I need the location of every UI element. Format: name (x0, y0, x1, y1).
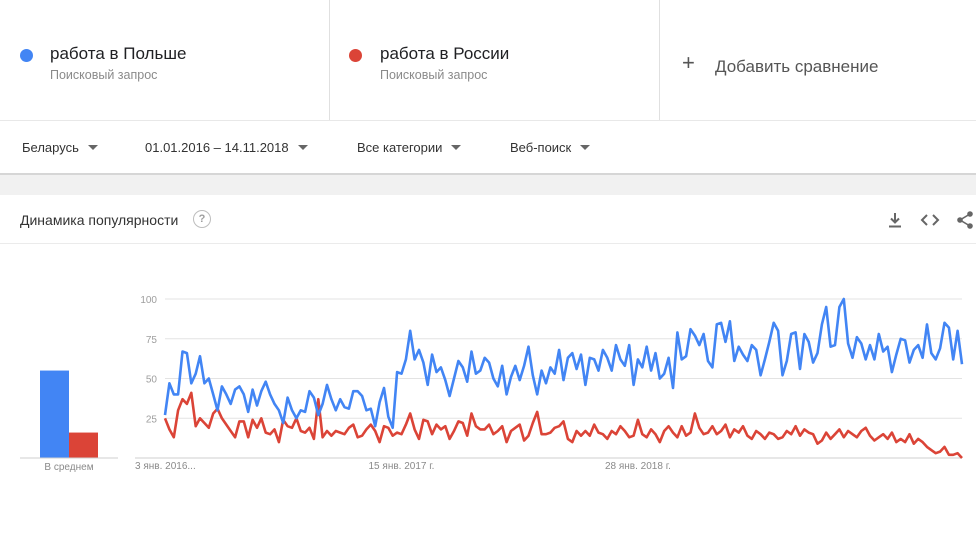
compare-term-2[interactable]: работа в России Поисковый запрос (330, 0, 660, 120)
trend-chart: В среднем 25 50 75 100 3 янв. 2016... 15 янв… (20, 295, 964, 473)
x-axis-labels: 3 янв. 2016... 15 янв. 2017 г. 28 янв. 201… (135, 461, 671, 472)
region-value: Беларусь (22, 140, 79, 155)
compare-terms-bar: работа в Польше Поисковый запрос работа … (0, 0, 976, 120)
y-tick-label: 50 (146, 375, 158, 386)
term-1-name[interactable]: работа в Польше (50, 44, 187, 63)
filters-bar: Беларусь 01.01.2016 – 14.11.2018 Все кат… (0, 120, 976, 175)
card-title: Динамика популярности (20, 212, 179, 228)
section-gap (0, 175, 976, 195)
caret-down-icon (580, 145, 591, 150)
search-type-dropdown[interactable]: Веб-поиск (510, 140, 591, 155)
y-tick-label: 75 (146, 335, 158, 346)
caret-down-icon (297, 145, 308, 150)
y-tick-label: 25 (146, 414, 158, 425)
period-dropdown[interactable]: 01.01.2016 – 14.11.2018 (145, 140, 308, 155)
plus-icon: + (682, 50, 695, 75)
category-dropdown[interactable]: Все категории (357, 140, 462, 155)
average-label: В среднем (44, 462, 93, 473)
caret-down-icon (87, 145, 98, 150)
x-tick-label: 15 янв. 2017 г. (369, 461, 435, 472)
region-dropdown[interactable]: Беларусь (22, 140, 98, 155)
share-icon[interactable] (954, 209, 976, 231)
x-tick-label: 3 янв. 2016... (135, 461, 196, 472)
x-tick-label: 28 янв. 2018 г. (605, 461, 671, 472)
category-value: Все категории (357, 140, 443, 155)
compare-term-1[interactable]: работа в Польше Поисковый запрос (0, 0, 330, 120)
chart-series (163, 297, 964, 459)
y-tick-label: 100 (140, 295, 157, 306)
add-comparison-button[interactable]: + Добавить сравнение (660, 0, 976, 120)
term-2-color-dot (349, 49, 362, 62)
add-comparison-label: Добавить сравнение (715, 57, 879, 76)
search-type-value: Веб-поиск (510, 140, 572, 155)
term-1-color-dot (20, 49, 33, 62)
term-2-name[interactable]: работа в России (380, 44, 510, 63)
card-divider (0, 243, 976, 244)
download-icon[interactable] (884, 209, 906, 231)
caret-down-icon (451, 145, 462, 150)
embed-icon[interactable] (919, 209, 941, 231)
interest-over-time-card: Динамика популярности ? В среднем 25 50 75… (0, 195, 976, 549)
term-2-type: Поисковый запрос (380, 68, 488, 82)
average-bar[interactable] (69, 432, 98, 458)
average-bars: В среднем (20, 370, 118, 473)
average-bar[interactable] (40, 370, 69, 458)
series-line[interactable] (163, 297, 964, 430)
series-line[interactable] (163, 391, 963, 459)
chart-grid: 25 50 75 100 (135, 295, 962, 459)
help-icon[interactable]: ? (193, 210, 211, 228)
term-1-type: Поисковый запрос (50, 68, 158, 82)
period-value: 01.01.2016 – 14.11.2018 (145, 140, 289, 155)
